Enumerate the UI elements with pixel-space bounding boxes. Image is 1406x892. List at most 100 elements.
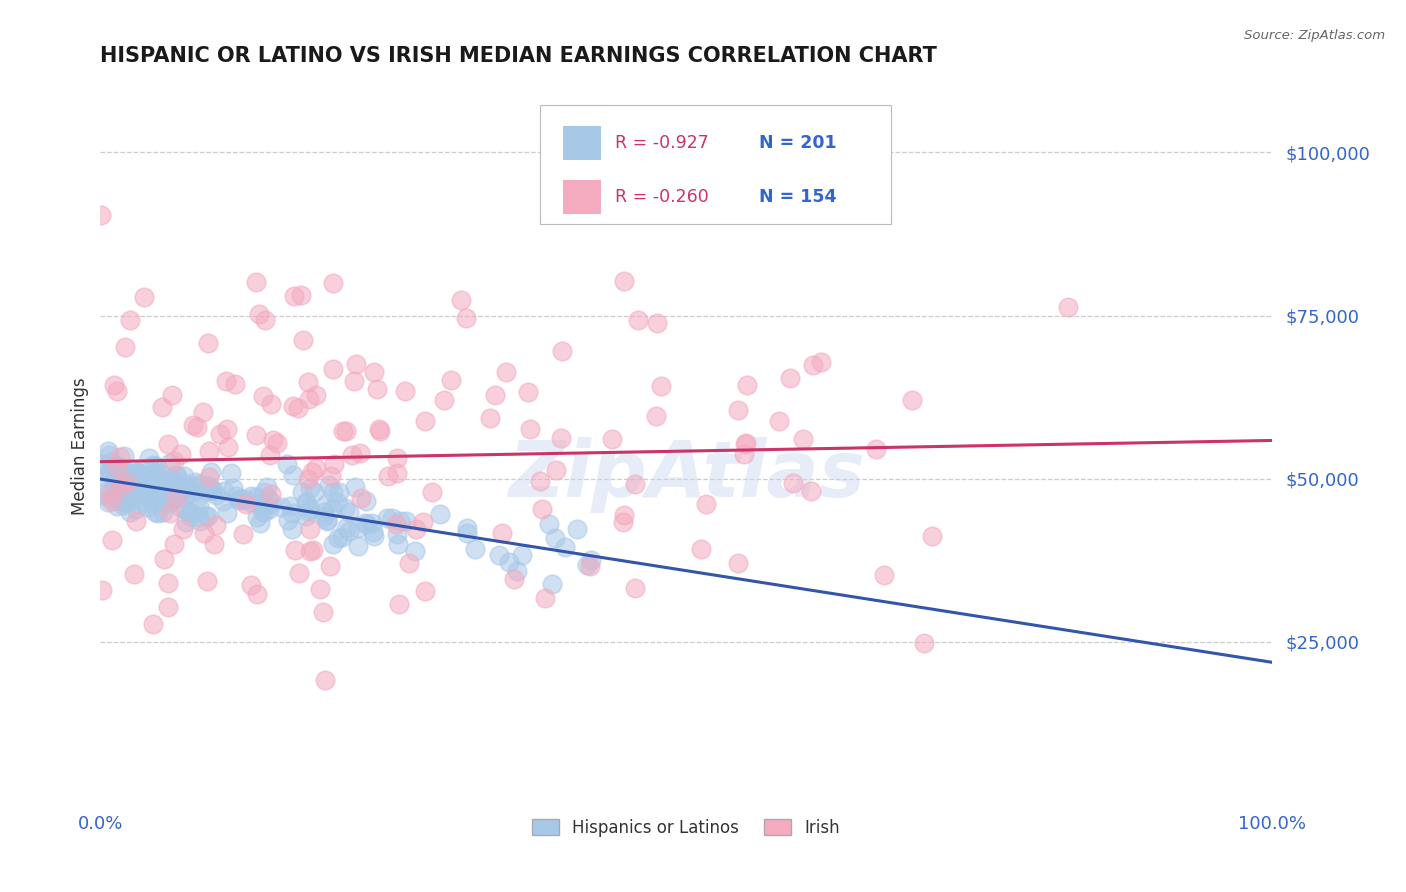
Point — [179, 505, 201, 519]
Point — [413, 584, 436, 599]
Point — [323, 457, 346, 471]
Point — [139, 480, 162, 494]
Point — [197, 508, 219, 523]
Point — [120, 505, 142, 519]
Point — [456, 526, 478, 541]
Point — [326, 495, 349, 509]
Point — [779, 371, 801, 385]
Point — [228, 493, 250, 508]
Point — [291, 485, 314, 500]
Point — [138, 491, 160, 505]
Point — [921, 529, 943, 543]
Point — [506, 564, 529, 578]
Text: R = -0.927: R = -0.927 — [614, 134, 709, 153]
Point — [644, 409, 666, 423]
Point — [510, 548, 533, 562]
Point — [433, 392, 456, 407]
Point — [420, 485, 443, 500]
Point — [159, 456, 181, 470]
Point — [93, 485, 115, 500]
Point — [105, 458, 128, 473]
Point — [484, 388, 506, 402]
Point — [97, 443, 120, 458]
Point — [108, 450, 131, 464]
Point — [413, 414, 436, 428]
Point — [143, 505, 166, 519]
Point — [319, 469, 342, 483]
Point — [115, 490, 138, 504]
Point — [105, 384, 128, 399]
Point — [613, 508, 636, 522]
Point — [128, 468, 150, 483]
Point — [103, 471, 125, 485]
Point — [193, 526, 215, 541]
Point — [689, 542, 711, 557]
Point — [94, 489, 117, 503]
Point — [90, 470, 112, 484]
Point — [138, 450, 160, 465]
Point — [695, 497, 717, 511]
Point — [322, 276, 344, 290]
Point — [219, 466, 242, 480]
Point — [253, 504, 276, 518]
Point — [208, 427, 231, 442]
Point — [727, 403, 749, 417]
Point — [278, 500, 301, 514]
Point — [368, 424, 391, 438]
Point — [143, 482, 166, 496]
Point — [291, 333, 314, 347]
Point — [281, 506, 304, 520]
Point — [103, 489, 125, 503]
Point — [249, 516, 271, 530]
Point — [163, 479, 186, 493]
Point — [579, 559, 602, 574]
Point — [343, 480, 366, 494]
Point — [159, 494, 181, 508]
Point — [260, 397, 283, 411]
Point — [104, 483, 127, 497]
Point — [318, 559, 340, 574]
Point — [143, 466, 166, 480]
Point — [225, 489, 247, 503]
Point — [105, 499, 128, 513]
Point — [395, 514, 418, 528]
Point — [256, 498, 278, 512]
Point — [107, 468, 129, 483]
Point — [624, 477, 647, 491]
Point — [188, 477, 211, 491]
Point — [134, 290, 156, 304]
Point — [385, 450, 408, 465]
Point — [810, 355, 832, 369]
Point — [156, 478, 179, 492]
Point — [305, 461, 328, 475]
Point — [188, 509, 211, 524]
Point — [110, 478, 132, 492]
Point — [387, 526, 409, 541]
Text: HISPANIC OR LATINO VS IRISH MEDIAN EARNINGS CORRELATION CHART: HISPANIC OR LATINO VS IRISH MEDIAN EARNI… — [100, 46, 938, 66]
Point — [107, 474, 129, 488]
Point — [176, 481, 198, 495]
Point — [117, 475, 139, 489]
Point — [142, 477, 165, 491]
Point — [344, 357, 367, 371]
Point — [200, 465, 222, 479]
Point — [650, 379, 672, 393]
Point — [191, 405, 214, 419]
Point — [183, 478, 205, 492]
Point — [125, 514, 148, 528]
Point — [295, 496, 318, 510]
Point — [544, 531, 567, 545]
Point — [389, 514, 412, 528]
Point — [333, 501, 356, 516]
Point — [295, 508, 318, 523]
Point — [312, 509, 335, 524]
Point — [503, 572, 526, 586]
Point — [346, 539, 368, 553]
Point — [249, 498, 271, 512]
Point — [613, 274, 636, 288]
Point — [190, 514, 212, 528]
Point — [205, 488, 228, 502]
Point — [204, 518, 226, 533]
Point — [600, 432, 623, 446]
Point — [138, 490, 160, 504]
